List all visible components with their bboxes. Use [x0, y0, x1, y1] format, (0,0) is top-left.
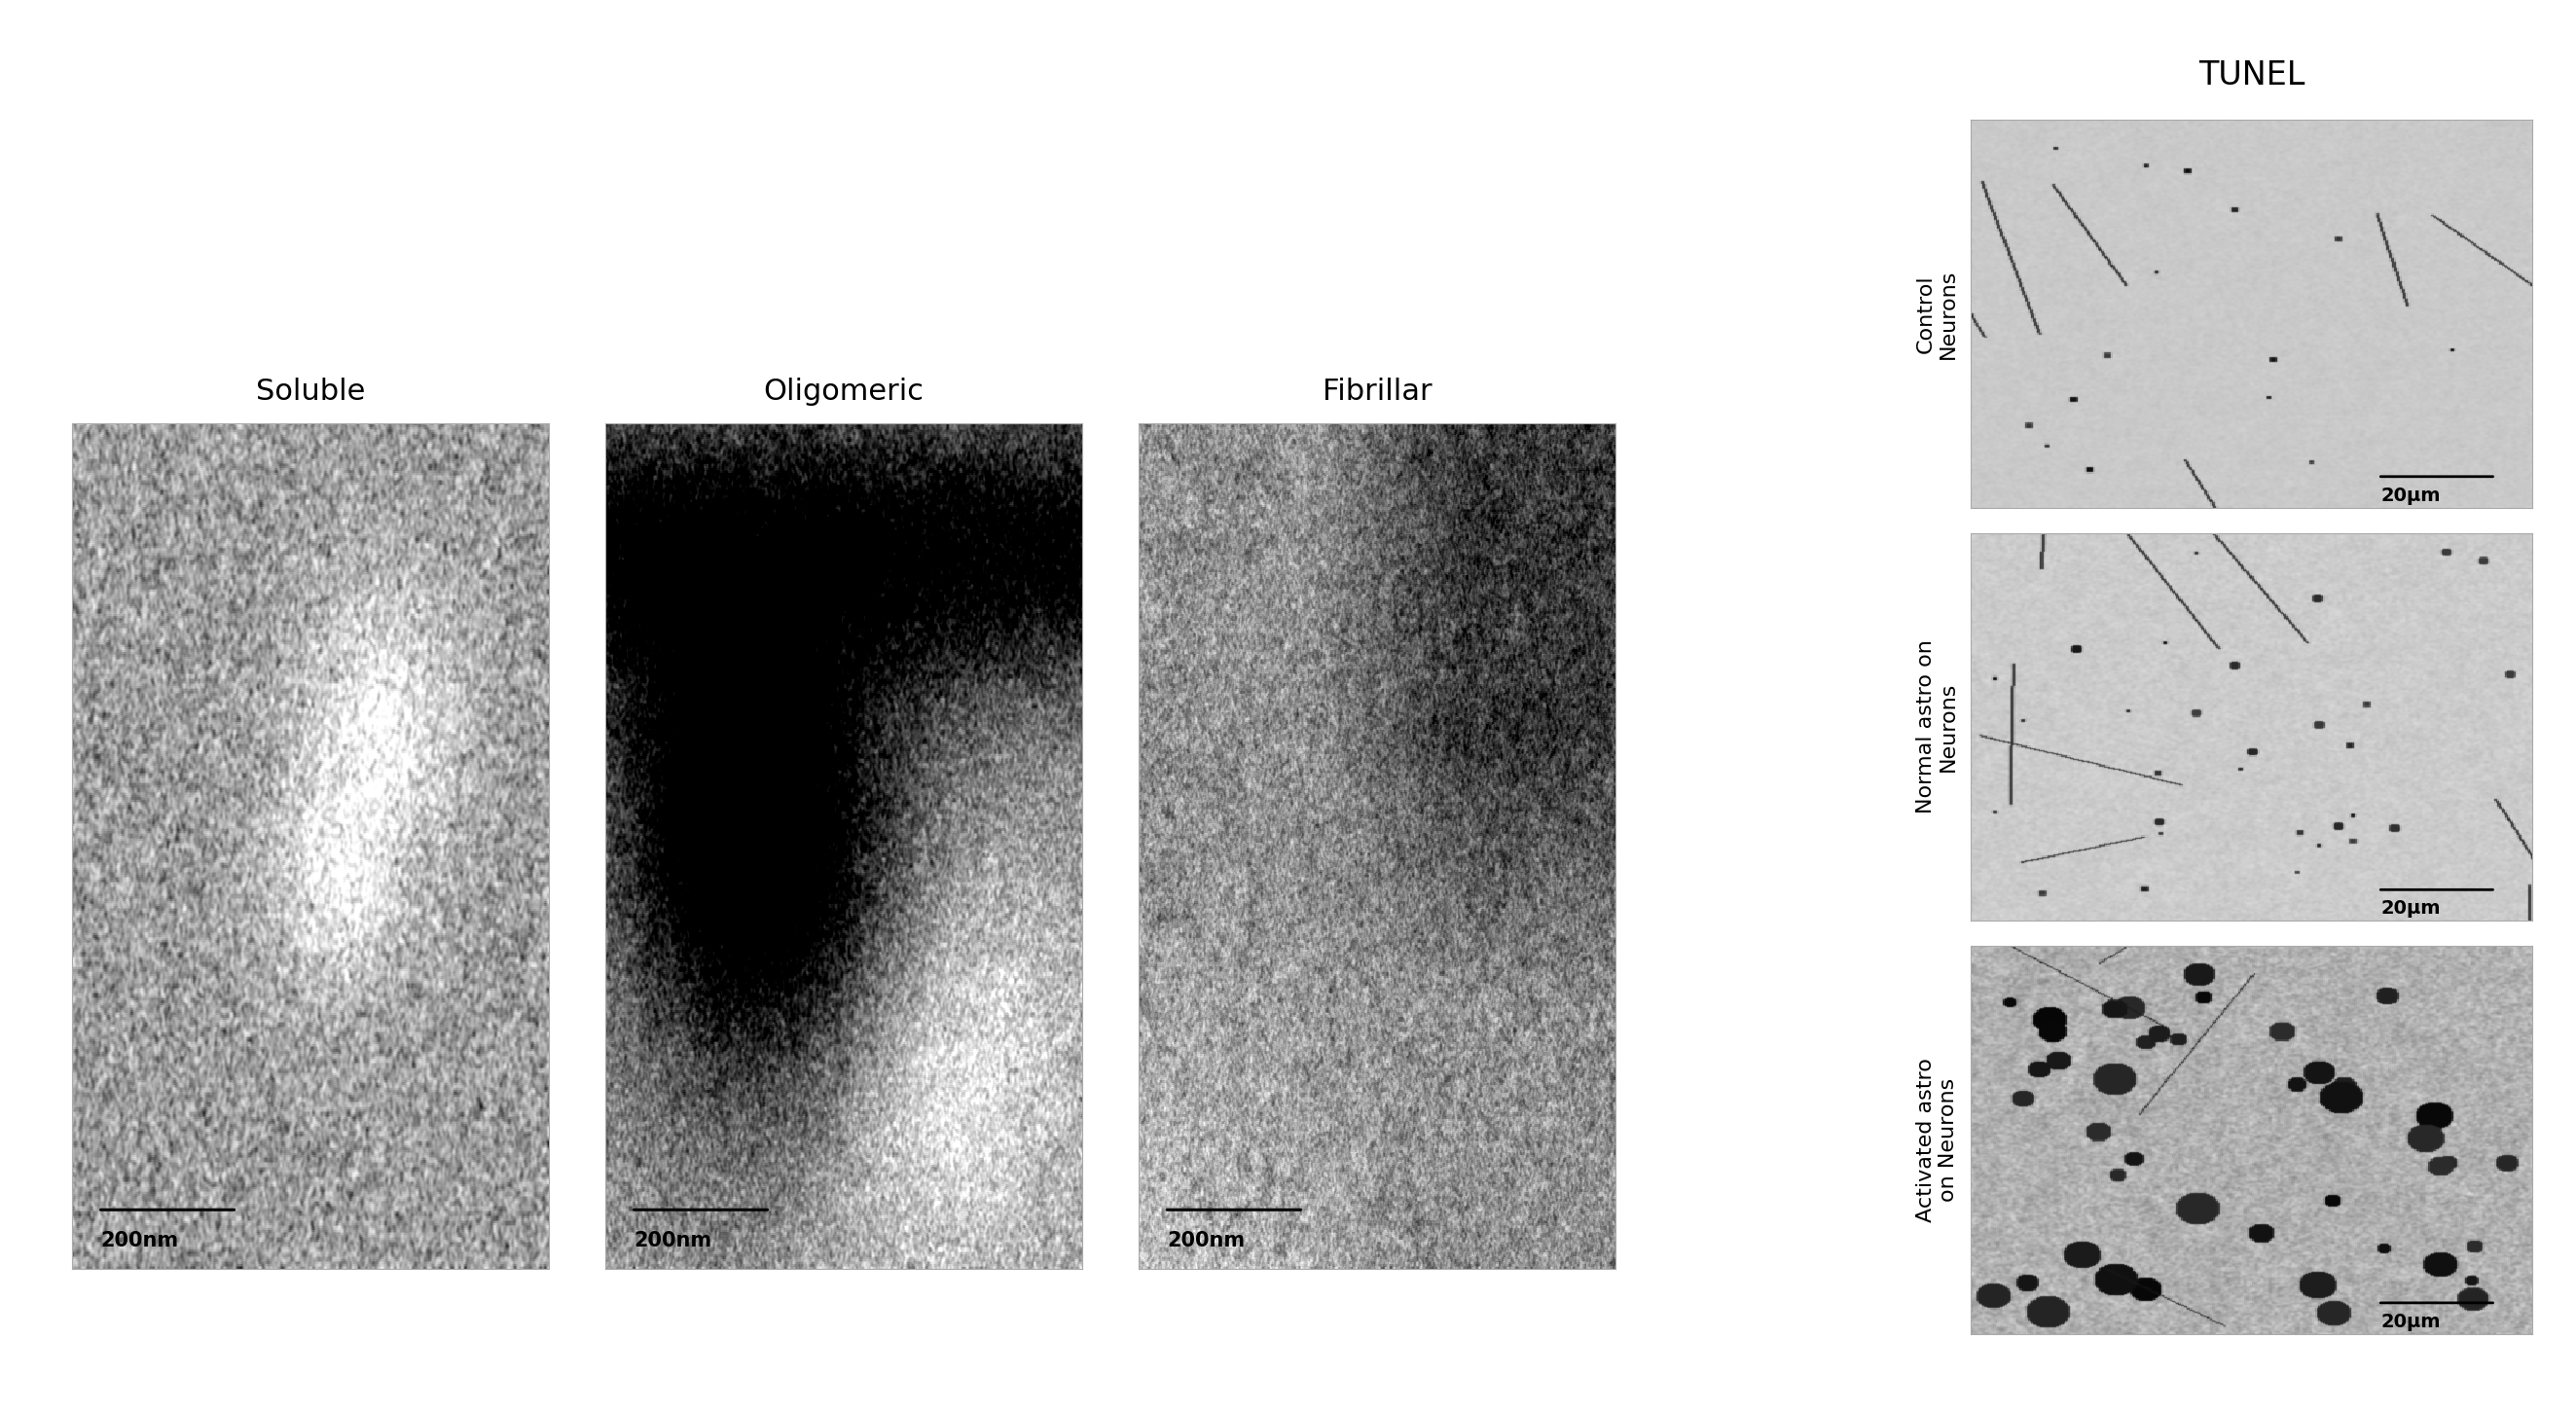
Text: 20μm: 20μm	[2380, 486, 2439, 505]
Text: Normal astro on
Neurons: Normal astro on Neurons	[1917, 640, 1958, 814]
Text: Oligomeric: Oligomeric	[762, 378, 925, 406]
Text: Fibrillar: Fibrillar	[1321, 378, 1432, 406]
Text: TUNEL: TUNEL	[2197, 59, 2306, 92]
Text: Soluble: Soluble	[255, 378, 366, 406]
Text: 200nm: 200nm	[100, 1231, 178, 1251]
Text: 200nm: 200nm	[1167, 1231, 1244, 1251]
Text: 20μm: 20μm	[2380, 900, 2439, 918]
Text: 20μm: 20μm	[2380, 1313, 2439, 1331]
Text: Activated astro
on Neurons: Activated astro on Neurons	[1917, 1058, 1958, 1222]
Text: Control
Neurons: Control Neurons	[1917, 269, 1958, 358]
Text: 200nm: 200nm	[634, 1231, 711, 1251]
